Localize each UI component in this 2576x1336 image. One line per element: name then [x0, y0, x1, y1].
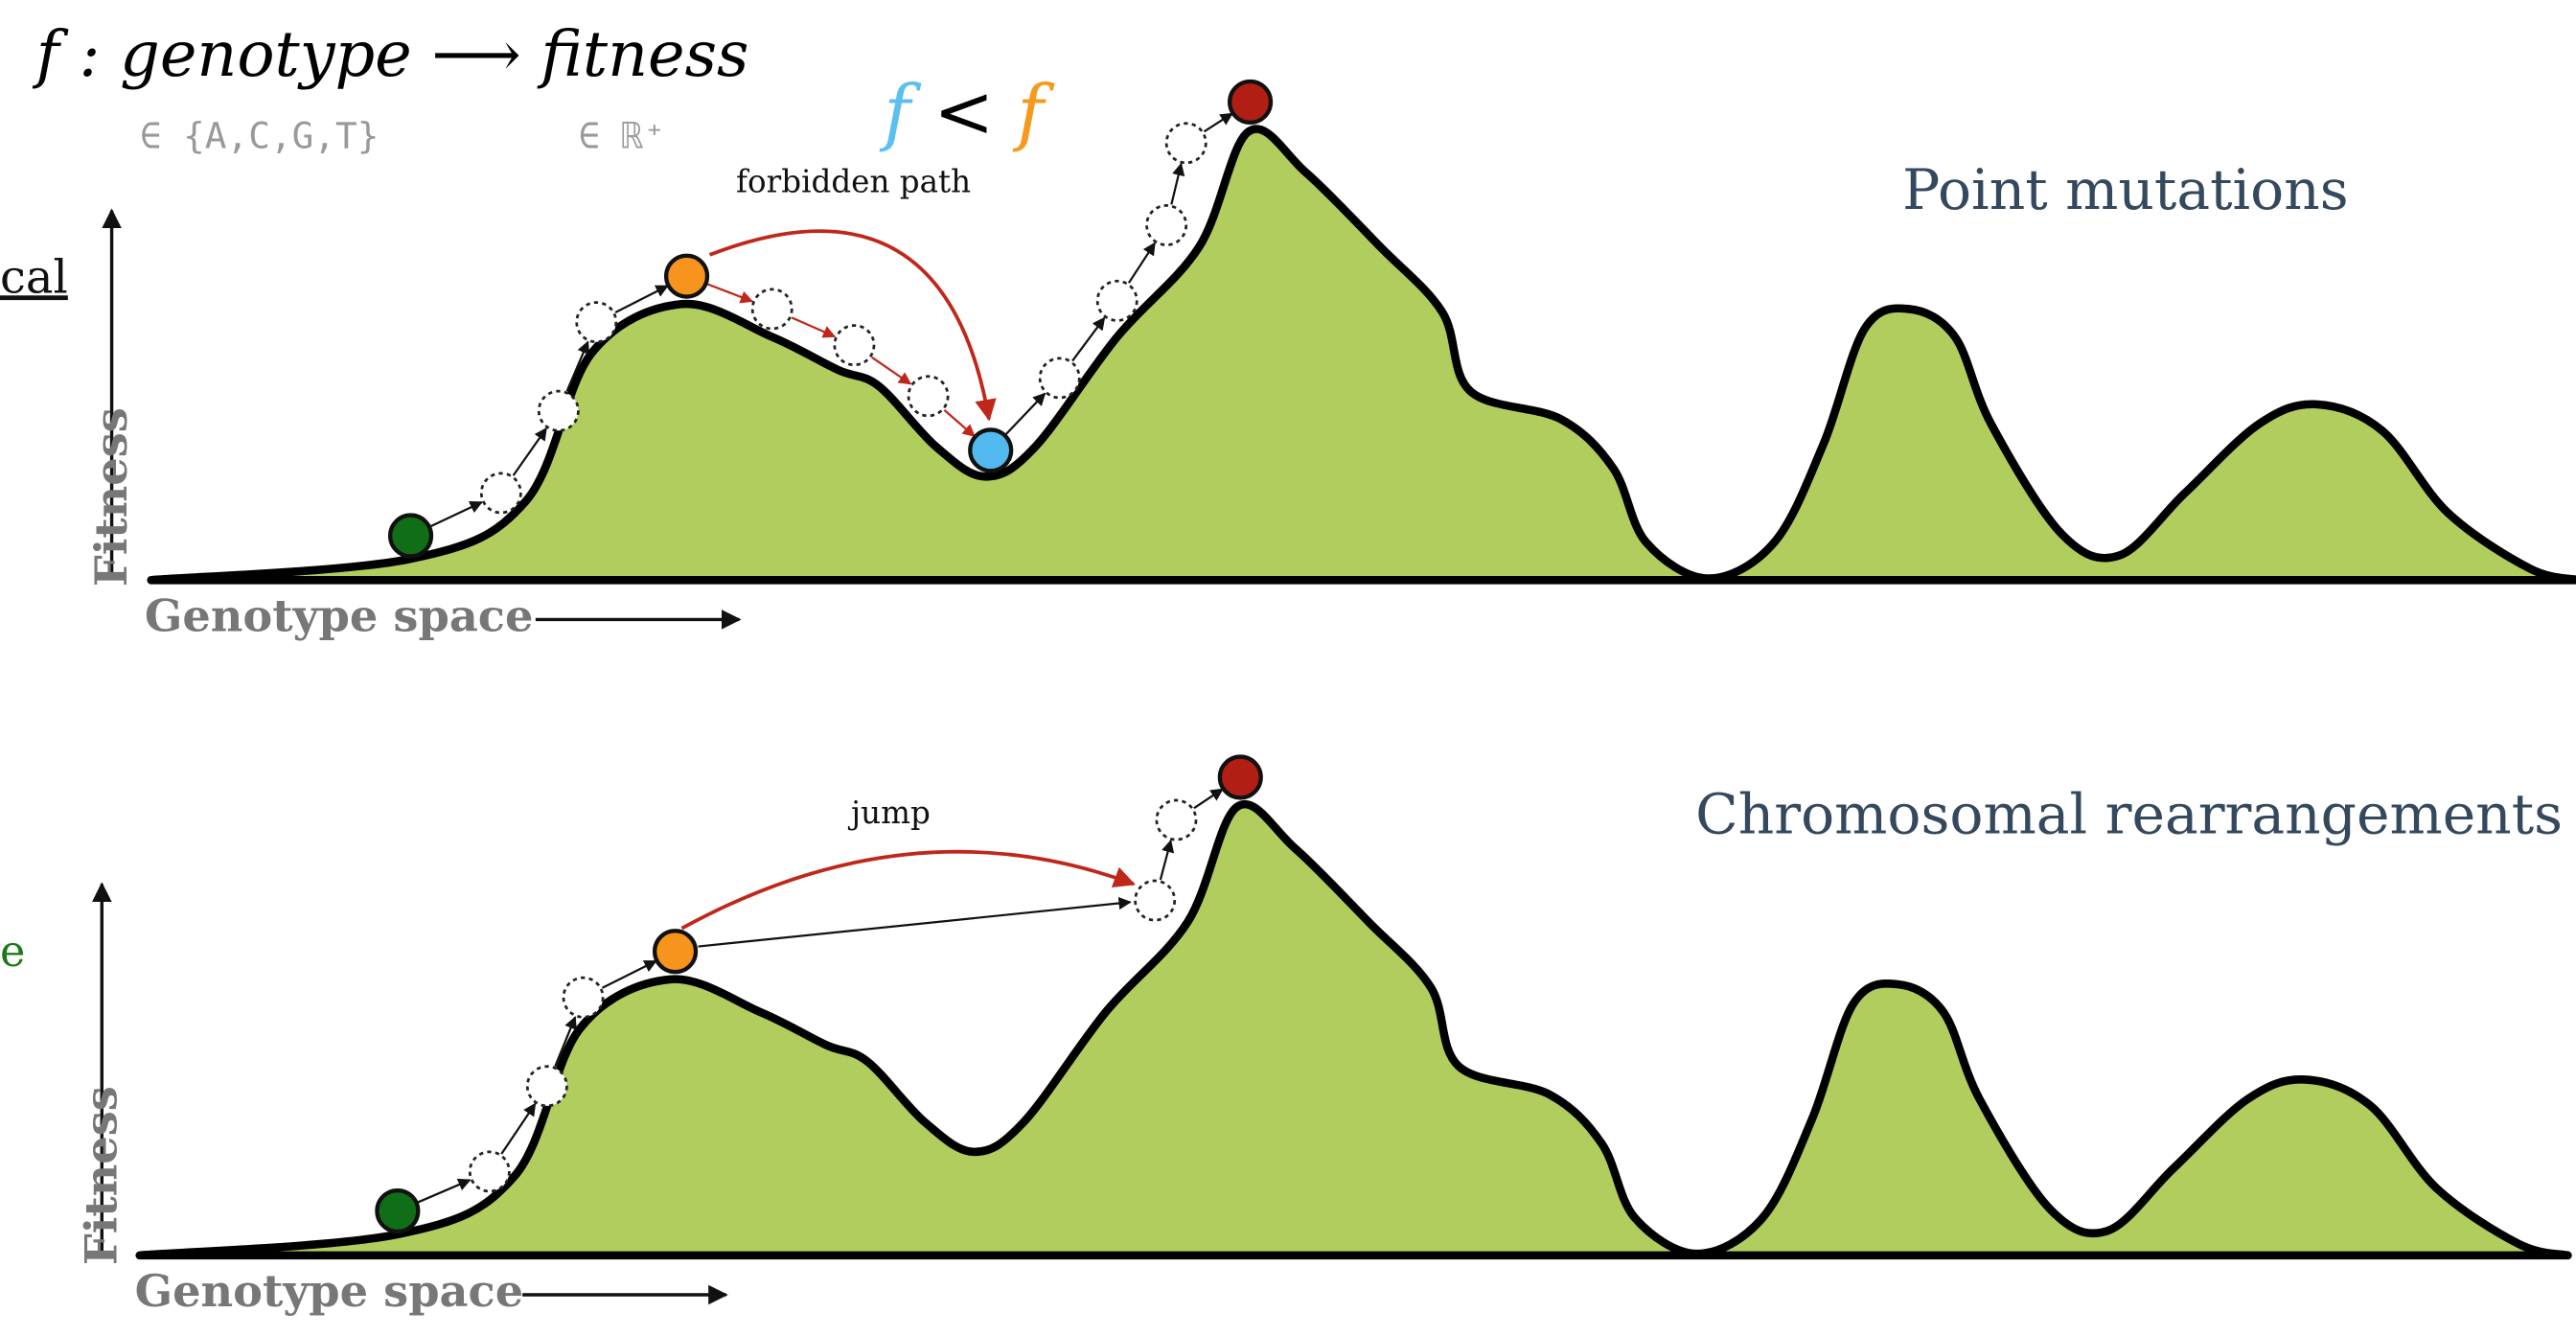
- step-arrow: [602, 959, 657, 989]
- landscape: [135, 800, 2572, 1260]
- intermediate: [468, 1150, 511, 1193]
- domain-note: ∈ {A,C,G,T}: [140, 114, 380, 156]
- step-arrow: [614, 285, 669, 314]
- side-label: cal: [0, 250, 68, 304]
- intermediate: [1155, 798, 1198, 841]
- intermediate: [525, 1065, 568, 1108]
- step-arrow: [1159, 839, 1175, 881]
- y-axis-label: Fitness: [85, 407, 137, 587]
- intermediate: [562, 976, 605, 1019]
- intermediate: [833, 324, 876, 367]
- forbidden-arrow: [708, 229, 997, 422]
- comparison: f < f: [879, 69, 1055, 153]
- step-arrow: [1071, 316, 1106, 362]
- comparison-part: <: [933, 69, 994, 153]
- x-axis-label: Genotype space: [135, 1265, 524, 1317]
- codomain-note: ∈ ℝ⁺: [578, 114, 665, 156]
- genotype: [388, 513, 434, 559]
- step-arrow: [791, 316, 837, 338]
- intermediate: [537, 389, 580, 432]
- y-axis-label: Fitness: [76, 1086, 127, 1265]
- intermediate: [1095, 279, 1138, 322]
- step-arrow: [1004, 392, 1046, 436]
- annotation: forbidden path: [736, 164, 971, 200]
- step-arrow: [500, 1102, 537, 1155]
- genotype: [1227, 79, 1274, 125]
- intermediate: [1164, 122, 1208, 165]
- steps: [375, 754, 1263, 1234]
- comparison-part: f: [879, 69, 922, 153]
- jump-arrow: [680, 849, 1136, 931]
- genotype: [664, 253, 710, 299]
- x-axis-label: Genotype space: [145, 589, 534, 641]
- step-arrow: [554, 1016, 577, 1068]
- intermediate: [575, 301, 618, 344]
- panel-title: Chromosomal rearrangements: [1695, 781, 2563, 846]
- intermediate: [1038, 357, 1081, 400]
- step-arrow: [1170, 162, 1185, 205]
- step-arrow: [1127, 242, 1156, 284]
- genotype: [653, 929, 699, 975]
- genotype: [968, 427, 1014, 473]
- panel-title: Point mutations: [1902, 157, 2349, 222]
- step-arrow: [512, 426, 547, 476]
- genotype: [1217, 754, 1263, 800]
- intermediate: [1134, 879, 1177, 922]
- formula: f : genotype ⟶ fitness: [33, 19, 749, 91]
- jump-line: [698, 896, 1132, 948]
- intermediate: [479, 472, 522, 515]
- comparison-part: f: [1012, 69, 1055, 153]
- intermediate: [1145, 204, 1188, 246]
- step-arrow: [943, 409, 976, 438]
- side-label: e: [0, 927, 25, 977]
- intermediate: [907, 375, 950, 418]
- step-arrow: [1193, 788, 1224, 810]
- genotype: [375, 1187, 421, 1234]
- landscape: [147, 125, 2576, 585]
- step-arrow: [705, 283, 754, 304]
- step-arrow: [565, 340, 589, 392]
- intermediate: [750, 288, 794, 331]
- step-arrow: [1203, 112, 1233, 133]
- step-arrow: [871, 356, 912, 385]
- steps: [388, 79, 1274, 559]
- step-arrow: [429, 500, 483, 528]
- annotation: jump: [847, 795, 931, 831]
- step-arrow: [416, 1178, 472, 1204]
